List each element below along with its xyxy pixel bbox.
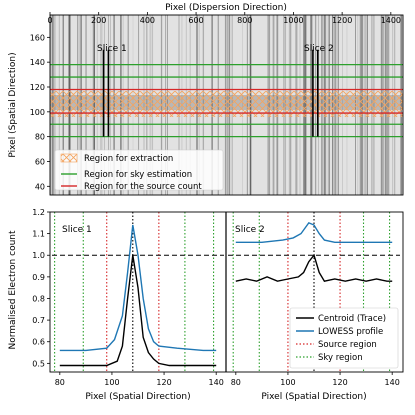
- bottom-y-tick-label: 0.5: [32, 359, 45, 368]
- bottom-x-tick-label: 100: [280, 378, 295, 387]
- bottom-x-ticks: 80 100 120 140 80 100 120 140: [55, 372, 400, 387]
- bottom-y-tick-label: 0.6: [32, 338, 45, 347]
- slice1-profile-panel: [52, 212, 224, 372]
- top-x-tick-label: 200: [91, 16, 106, 25]
- bottom-x-tick-label: 120: [332, 378, 347, 387]
- top-x-tick-label: 1000: [283, 16, 303, 25]
- top-legend-box: [54, 149, 224, 191]
- top-frame: [49, 14, 404, 196]
- bottom-y-tick-label: 0.9: [32, 273, 45, 282]
- slice-markers: [102, 49, 319, 137]
- left-xlabel: Pixel (Spatial Direction): [85, 392, 190, 402]
- top-xlabel: Pixel (Dispersion Direction): [165, 3, 287, 13]
- bottom-ylabel: Normalised Electron count: [8, 230, 18, 350]
- centroid-trace-line: [59, 255, 217, 367]
- bottom-x-tick-label: 140: [209, 378, 224, 387]
- top-x-tick-label: 1400: [381, 16, 401, 25]
- legend-source-label: Region for the source count: [84, 182, 202, 192]
- bottom-frame: [49, 211, 404, 373]
- top-x-tick-label: 0: [47, 16, 52, 25]
- top-panel: Pixel (Dispersion Direction) 0 200 400 600 8…: [8, 3, 404, 196]
- bottom-y-tick-label: 1.1: [32, 230, 45, 239]
- slice2-profile-label: Slice 2: [235, 225, 265, 235]
- slice2-label: Slice 2: [304, 44, 334, 54]
- bottom-legend-box: [289, 307, 399, 369]
- lowess-profile-line: [235, 221, 393, 243]
- bottom-x-tick-label: 140: [385, 378, 400, 387]
- top-y-tick-label: 40: [35, 182, 45, 191]
- bottom-y-ticks: 0.5 0.6 0.7 0.8 0.9 1.0 1.1 1.2: [32, 208, 50, 368]
- legend-sky-region-label: Sky region: [318, 353, 363, 363]
- centroid-trace-line: [235, 253, 393, 282]
- top-y-tick-label: 140: [30, 58, 45, 67]
- bottom-x-tick-label: 120: [156, 378, 171, 387]
- slice1-profile-label: Slice 1: [62, 225, 92, 235]
- bottom-x-tick-label: 80: [55, 378, 65, 387]
- legend-hatch-swatch: [60, 153, 78, 163]
- legend-extraction-label: Region for extraction: [84, 154, 173, 164]
- top-y-tick-label: 120: [30, 83, 45, 92]
- bottom-y-tick-label: 0.8: [32, 294, 45, 303]
- top-x-tick-label: 400: [140, 16, 155, 25]
- slice1-label: Slice 1: [97, 44, 127, 54]
- top-y-tick-label: 60: [35, 157, 45, 166]
- bottom-legend: Centroid (Trace) LOWESS profile Source r…: [289, 307, 399, 369]
- bottom-y-tick-label: 1.0: [32, 251, 45, 260]
- bottom-y-tick-label: 1.2: [32, 208, 45, 217]
- top-x-tick-label: 600: [188, 16, 203, 25]
- top-y-tick-label: 160: [30, 33, 45, 42]
- right-xlabel: Pixel (Spatial Direction): [261, 392, 366, 402]
- top-legend: Region for extraction Region for sky est…: [54, 149, 224, 192]
- top-y-tick-label: 100: [30, 108, 45, 117]
- legend-sky-label: Region for sky estimation: [84, 170, 192, 180]
- top-x-ticks: 0 200 400 600 800 1000 1200 1400: [47, 12, 401, 25]
- top-y-ticks: 40 60 80 100 120 140 160: [30, 33, 50, 191]
- top-x-tick-label: 800: [237, 16, 252, 25]
- legend-centroid-label: Centroid (Trace): [318, 314, 386, 324]
- bottom-x-tick-label: 100: [104, 378, 119, 387]
- top-y-tick-label: 80: [35, 133, 45, 142]
- top-x-tick-label: 1200: [332, 16, 352, 25]
- legend-lowess-label: LOWESS profile: [318, 327, 383, 337]
- bottom-y-tick-label: 0.7: [32, 316, 45, 325]
- bottom-x-tick-label: 80: [231, 378, 241, 387]
- bottom-panel: 0.5 0.6 0.7 0.8 0.9 1.0 1.1 1.2 80 100 120 140 80 10…: [8, 208, 404, 402]
- top-ylabel: Pixel (Spatial Direction): [8, 52, 18, 157]
- lowess-profile-line: [59, 224, 217, 352]
- legend-source-region-label: Source region: [318, 340, 377, 350]
